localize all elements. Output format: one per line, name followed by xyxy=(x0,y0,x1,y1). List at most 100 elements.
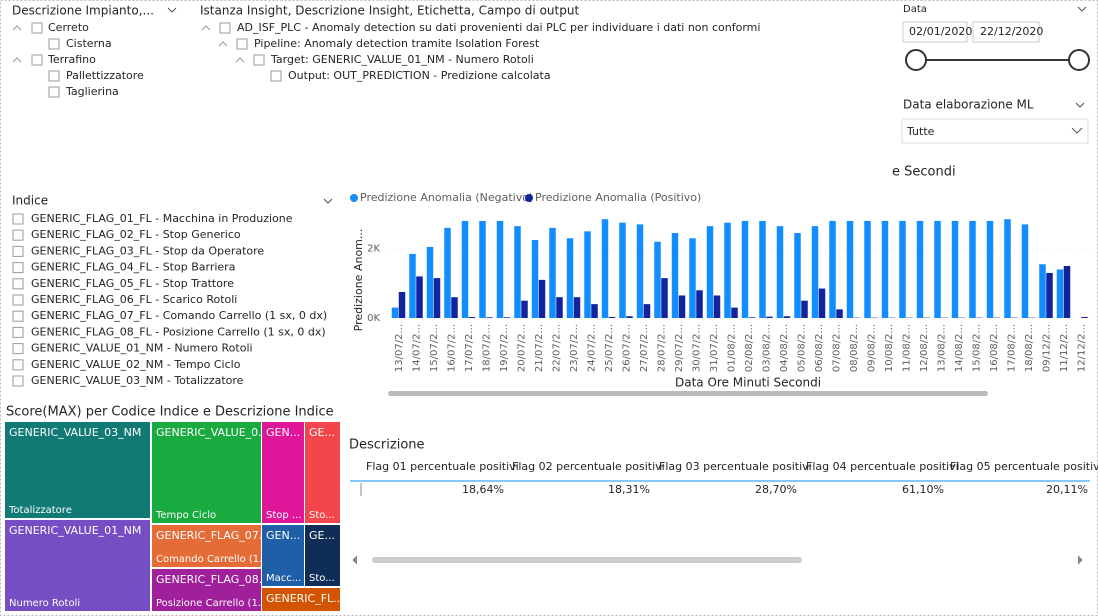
x-tick-label: 01/08/2... xyxy=(726,324,737,372)
bar xyxy=(619,222,626,318)
column-header: Flag 05 percentuale positivi xyxy=(950,460,1098,473)
treemap-tile[interactable] xyxy=(152,422,261,523)
slicer-item: Cerreto xyxy=(48,21,89,34)
tile-label: GEN... xyxy=(266,529,300,542)
slicer-title: Istanza Insight, Descrizione Insight, Et… xyxy=(200,4,579,18)
bar xyxy=(1063,266,1071,318)
checkbox[interactable] xyxy=(253,54,265,66)
treemap-tile[interactable] xyxy=(305,525,340,586)
bar xyxy=(1021,224,1029,318)
checkbox[interactable] xyxy=(31,54,43,66)
checkbox[interactable] xyxy=(219,22,231,34)
x-tick-label: 28/07/2... xyxy=(656,324,667,372)
checkbox[interactable] xyxy=(31,22,43,34)
tile-label: GE... xyxy=(309,529,335,542)
column-header: Flag 02 percentuale positivi xyxy=(512,460,665,473)
chevron xyxy=(1071,127,1083,134)
checkbox[interactable] xyxy=(48,70,60,82)
bar xyxy=(433,278,441,318)
checkbox[interactable] xyxy=(12,326,24,338)
legend-swatch xyxy=(525,194,533,202)
treemap-tile[interactable] xyxy=(305,422,340,523)
slicer-title: Indice xyxy=(12,194,48,208)
checkbox[interactable] xyxy=(12,262,24,274)
slicer-item: Output: OUT_PREDICTION - Predizione calc… xyxy=(288,69,551,82)
bar xyxy=(846,220,854,318)
bar xyxy=(391,307,399,318)
x-tick-label: 14/08/2... xyxy=(954,324,965,372)
checkbox[interactable] xyxy=(12,294,24,306)
x-tick-label: 26/07/2... xyxy=(621,324,632,372)
scroll-arrows xyxy=(352,555,1083,565)
bar xyxy=(398,292,406,318)
x-tick-label: 04/08/2... xyxy=(779,324,790,372)
bar xyxy=(671,233,679,318)
bar xyxy=(916,220,924,318)
x-tick-label: 08/08/2... xyxy=(849,324,860,372)
treemap-tile[interactable] xyxy=(5,422,150,518)
checkbox[interactable] xyxy=(12,278,24,290)
x-tick-label: 21/07/2... xyxy=(534,324,545,372)
slicer-item: GENERIC_FLAG_05_FL - Stop Trattore xyxy=(31,277,234,290)
table-cell: 28,70% xyxy=(755,483,797,496)
x-tick-label: 13/07/2... xyxy=(394,324,405,372)
checkbox[interactable] xyxy=(270,70,282,82)
checkbox[interactable] xyxy=(12,245,24,257)
slicer-item: AD_ISF_PLC - Anomaly detection su dati p… xyxy=(237,21,760,34)
expander xyxy=(235,57,245,63)
treemap-tile[interactable] xyxy=(262,422,304,523)
bar xyxy=(654,241,661,318)
date-input[interactable] xyxy=(972,21,1040,43)
dropdown-title: Data elaborazione ML xyxy=(903,98,1034,112)
bar xyxy=(626,316,633,318)
x-tick-label: 15/07/2... xyxy=(429,324,440,372)
slider-handle[interactable] xyxy=(1068,49,1090,71)
checkbox[interactable] xyxy=(12,310,24,322)
checkbox[interactable] xyxy=(12,213,24,225)
checkbox[interactable] xyxy=(48,38,60,50)
scrollbar[interactable] xyxy=(372,557,802,563)
bar xyxy=(811,226,819,318)
x-tick-label: 19/07/2... xyxy=(499,324,510,372)
x-tick-label: 05/08/2... xyxy=(796,324,807,372)
checkbox[interactable] xyxy=(236,38,248,50)
bar xyxy=(451,297,458,318)
treemap-tile[interactable] xyxy=(262,588,340,611)
scrollbar[interactable] xyxy=(388,391,988,396)
bar xyxy=(794,233,801,318)
bar xyxy=(1004,219,1011,318)
checkbox[interactable] xyxy=(48,86,60,98)
checkbox[interactable] xyxy=(12,229,24,241)
bar xyxy=(496,220,504,318)
bar xyxy=(706,226,714,318)
checkbox[interactable] xyxy=(12,359,24,371)
bar xyxy=(766,316,773,318)
column-header: Flag 03 percentuale positivi xyxy=(659,460,812,473)
chevron xyxy=(1077,6,1087,12)
x-tick-label: 16/08/2... xyxy=(989,324,1000,372)
x-tick-label: 09/08/2... xyxy=(866,324,877,372)
tile-sublabel: Tempo Ciclo xyxy=(155,510,216,521)
bar xyxy=(724,222,731,318)
x-tick-label: 23/07/2... xyxy=(569,324,580,372)
expander xyxy=(218,41,228,47)
bar xyxy=(986,220,994,318)
dropdown-value: Tutte xyxy=(906,125,935,138)
bar xyxy=(881,220,889,318)
checkbox[interactable] xyxy=(12,375,24,387)
tile-sublabel: Stop ... xyxy=(266,510,301,521)
slider-handle[interactable] xyxy=(905,49,927,71)
date-input[interactable] xyxy=(902,21,968,43)
treemap-tile[interactable] xyxy=(152,525,261,567)
treemap-tile[interactable] xyxy=(262,525,304,586)
treemap-tile[interactable] xyxy=(152,569,261,611)
bar xyxy=(1046,272,1053,318)
checkbox[interactable] xyxy=(12,343,24,355)
treemap-tile[interactable] xyxy=(5,520,150,611)
tile-sublabel: Sto... xyxy=(309,573,335,584)
tile-sublabel: Posizione Carrello (1... xyxy=(156,598,267,609)
x-tick-label: 18/07/2... xyxy=(481,324,492,372)
dropdown[interactable] xyxy=(901,118,1089,144)
